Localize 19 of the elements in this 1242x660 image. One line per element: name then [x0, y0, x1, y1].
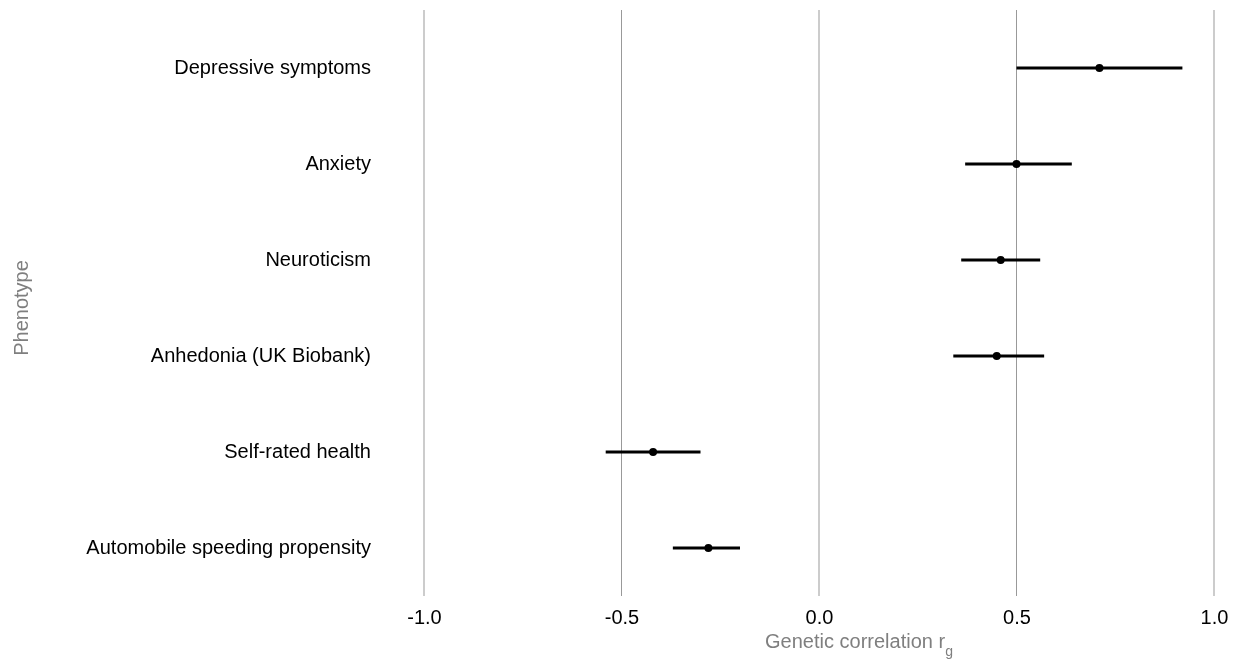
point: [992, 352, 1001, 360]
point: [649, 448, 658, 456]
y-tick-label: Neuroticism: [265, 248, 371, 271]
y-tick-label: Depressive symptoms: [174, 56, 371, 79]
y-axis-title: Phenotype: [10, 260, 32, 356]
y-tick-label: Self-rated health: [224, 440, 371, 463]
y-tick-label: Anhedonia (UK Biobank): [150, 344, 371, 367]
x-tick-label: -1.0: [407, 606, 442, 629]
y-tick-label: Automobile speeding propensity: [86, 536, 371, 559]
point: [1095, 64, 1104, 72]
x-tick-label: 0.5: [1003, 606, 1031, 629]
y-tick-label: Anxiety: [305, 152, 371, 175]
point: [704, 544, 713, 552]
x-tick-label: 0.0: [805, 606, 834, 629]
x-tick-label: 1.0: [1200, 606, 1229, 629]
x-tick-label: -0.5: [604, 606, 640, 629]
x-axis-title: Genetic correlation r$_{g}$: [765, 630, 953, 659]
point: [996, 256, 1005, 264]
point: [1012, 160, 1021, 168]
